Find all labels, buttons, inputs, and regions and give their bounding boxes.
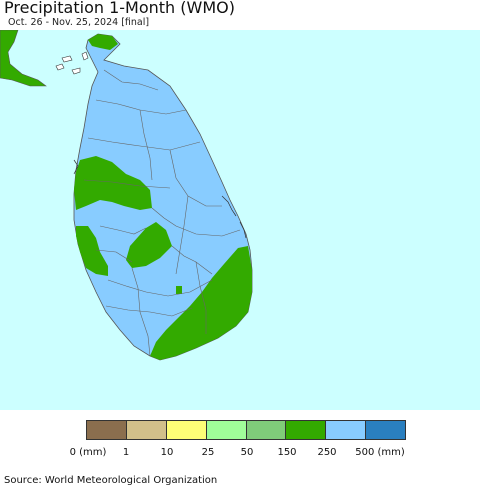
legend-swatch-5 (286, 421, 327, 439)
legend-label-7: 500 (mm) (355, 447, 405, 458)
legend-label-5: 150 (277, 447, 297, 458)
central-green-zone (126, 222, 172, 268)
district-boundaries (83, 69, 241, 357)
india-landmass (0, 30, 47, 87)
small-green-patch (176, 286, 182, 294)
legend-label-2: 10 (160, 447, 174, 458)
date-range-subtitle: Oct. 26 - Nov. 25, 2024 [final] (8, 17, 150, 28)
northwest-green-zone (74, 156, 152, 210)
legend-label-1: 1 (122, 447, 130, 458)
legend-label-4: 50 (240, 447, 254, 458)
legend-swatch-2 (166, 421, 207, 439)
legend-swatch-4 (246, 421, 287, 439)
east-coast-lagoons (73, 159, 247, 239)
legend-swatch-1 (126, 421, 167, 439)
legend-swatch-0 (87, 421, 127, 439)
legend-color-bar (86, 420, 406, 440)
northern-islets (55, 51, 89, 75)
north-tip-green-zone (88, 34, 118, 50)
legend-label-6: 250 (317, 447, 337, 458)
source-credit: Source: World Meteorological Organizatio… (4, 475, 218, 486)
precipitation-map (0, 30, 480, 410)
legend-label-3: 25 (201, 447, 215, 458)
legend-label-0: 0 (mm) (69, 447, 107, 458)
legend-swatch-6 (326, 421, 367, 439)
page-title: Precipitation 1-Month (WMO) (4, 0, 235, 17)
legend-swatch-7 (366, 421, 405, 439)
map-svg (0, 30, 480, 410)
west-coast-green-zone (76, 226, 108, 276)
southeast-green-zone (150, 246, 252, 360)
legend-swatch-3 (206, 421, 247, 439)
